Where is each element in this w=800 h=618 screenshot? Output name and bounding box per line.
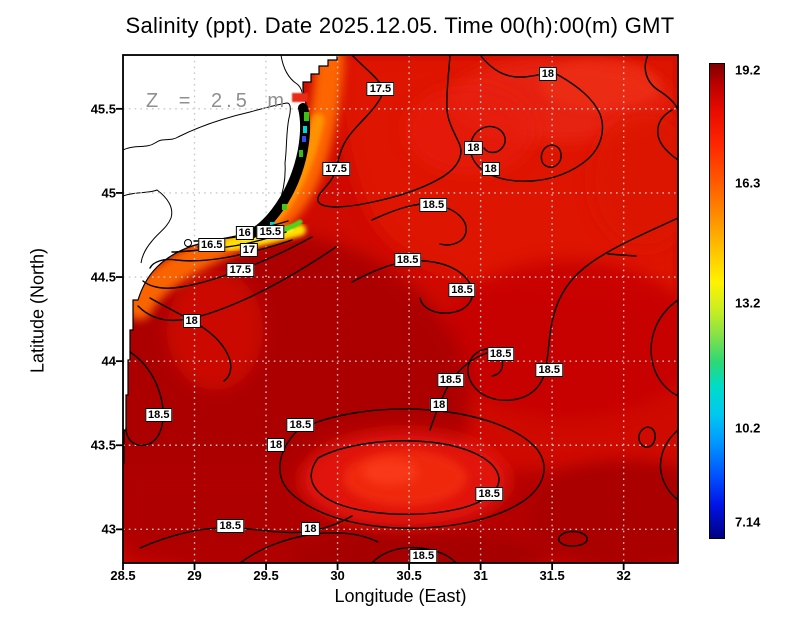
x-tick-label: 28.5 — [110, 568, 136, 583]
colorbar — [709, 63, 725, 539]
y-tick-label: 43 — [101, 521, 116, 537]
x-tick-label: 32 — [616, 568, 631, 583]
depth-annotation: Z = 2.5 m — [146, 90, 289, 112]
contour-label: 17.5 — [322, 162, 350, 177]
contour-label: 18 — [538, 66, 557, 81]
chart-title: Salinity (ppt). Date 2025.12.05. Time 00… — [125, 13, 675, 38]
contour-label: 16.5 — [197, 238, 226, 253]
x-tick-label: 29 — [187, 568, 202, 583]
colorbar-tick-label: 19.2 — [735, 62, 761, 78]
contour-label: 18.5 — [419, 197, 448, 212]
y-tick-label: 44 — [101, 353, 116, 369]
y-tick-label: 45.5 — [90, 101, 116, 117]
x-tick-label: 30 — [330, 568, 345, 583]
x-tick-label: 31.5 — [539, 568, 565, 583]
contour-label: 16 — [235, 226, 254, 241]
contour-label: 18 — [301, 522, 320, 537]
contour-label: 15.5 — [256, 224, 285, 239]
plot-border — [122, 54, 679, 564]
y-tick-label: 43.5 — [90, 437, 116, 453]
contour-label: 18.5 — [475, 487, 503, 502]
y-axis-label: Latitude (North) — [27, 247, 48, 374]
contour-label: 18.5 — [436, 372, 465, 387]
contour-label: 18.5 — [535, 362, 563, 377]
contour-label: 17.5 — [366, 81, 395, 96]
contour-label: 18 — [429, 397, 449, 412]
contour-label: 18.5 — [393, 253, 422, 268]
contour-label: 18 — [266, 438, 286, 453]
contour-label: 18.5 — [286, 418, 315, 433]
contour-label: 18 — [481, 162, 500, 177]
colorbar-tick-label: 16.3 — [735, 175, 761, 191]
contour-label: 18.5 — [216, 518, 244, 533]
contour-label: 18.5 — [486, 347, 515, 362]
colorbar-tick-label: 7.14 — [735, 514, 761, 530]
x-axis-label: Longitude (East) — [334, 586, 467, 606]
colorbar-tick-label: 13.2 — [735, 295, 761, 311]
colorbar-tick-label: 10.2 — [735, 420, 761, 436]
x-tick-label: 29.5 — [253, 568, 279, 583]
y-tick-label: 44.5 — [90, 269, 116, 285]
contour-label: 18 — [464, 140, 483, 155]
y-tick-label: 45 — [101, 185, 116, 201]
x-tick-label: 30.5 — [396, 568, 422, 583]
contour-label: 18.5 — [145, 407, 173, 422]
x-tick-label: 31 — [473, 568, 488, 583]
contour-label: 18 — [182, 313, 201, 328]
contour-label: 18.5 — [409, 549, 438, 564]
contour-label: 17.5 — [226, 263, 254, 278]
contour-label: 17 — [239, 243, 258, 258]
axis-tick-marks — [116, 107, 625, 570]
contour-label: 18.5 — [448, 283, 476, 298]
